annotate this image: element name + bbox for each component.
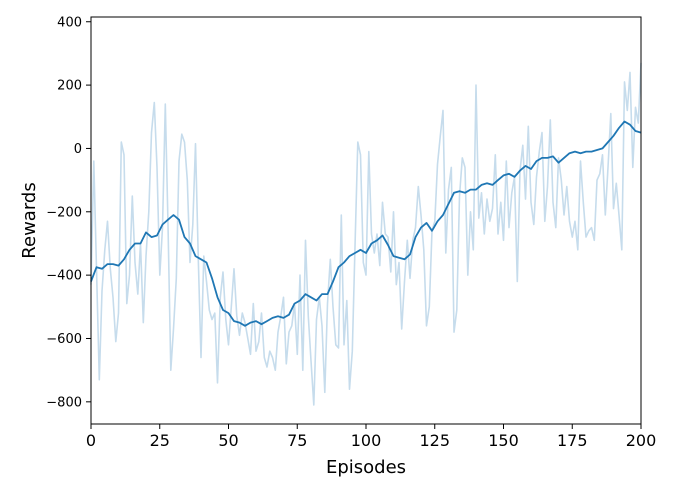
x-tick-label: 50 bbox=[218, 431, 238, 450]
y-tick-label: −600 bbox=[46, 332, 82, 347]
y-tick-label: −400 bbox=[46, 269, 82, 284]
x-tick-label: 175 bbox=[557, 431, 588, 450]
x-tick-label: 100 bbox=[351, 431, 382, 450]
y-axis-ticks: 400 200 0 −200 −400 −600 −800 bbox=[46, 15, 91, 410]
y-axis-title: Rewards bbox=[19, 182, 40, 258]
x-tick-label: 25 bbox=[150, 431, 170, 450]
x-axis-ticks: 0 25 50 75 100 125 150 175 200 bbox=[86, 424, 656, 450]
x-axis-title: Episodes bbox=[326, 457, 406, 478]
x-tick-label: 150 bbox=[488, 431, 519, 450]
series-line-raw bbox=[90, 62, 642, 406]
y-tick-label: 400 bbox=[57, 15, 82, 30]
x-tick-label: 125 bbox=[419, 431, 450, 450]
x-tick-label: 75 bbox=[287, 431, 307, 450]
y-tick-label: −800 bbox=[46, 395, 82, 410]
y-tick-label: 200 bbox=[57, 79, 82, 94]
plot-series bbox=[90, 62, 642, 406]
y-tick-label: 0 bbox=[74, 142, 82, 157]
x-tick-label: 200 bbox=[626, 431, 657, 450]
y-tick-label: −200 bbox=[46, 205, 82, 220]
series-line-smoothed bbox=[90, 120, 642, 327]
x-tick-label: 0 bbox=[86, 431, 96, 450]
